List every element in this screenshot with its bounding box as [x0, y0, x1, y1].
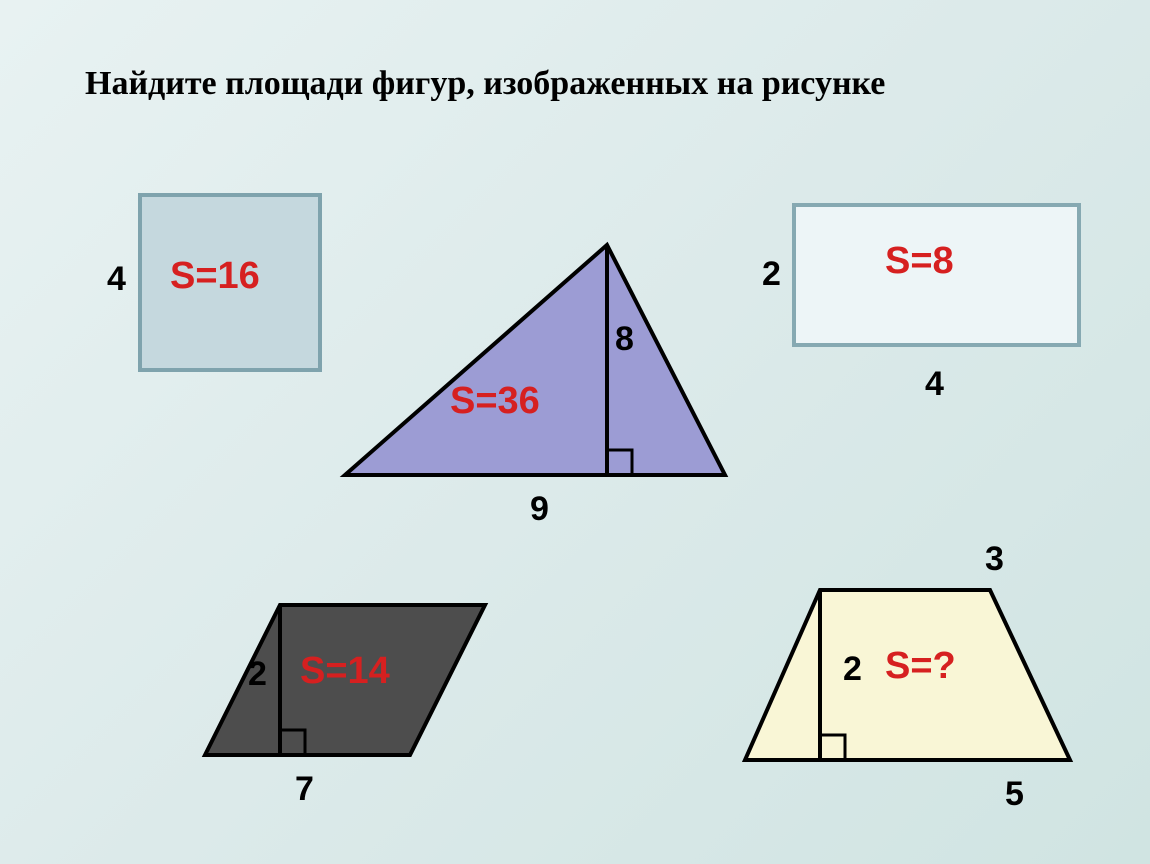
- trapezoid-shape: [0, 0, 1150, 864]
- trapezoid-height-label: 2: [843, 650, 862, 689]
- trapezoid-base-label: 5: [1005, 775, 1024, 814]
- trapezoid-top-label: 3: [985, 540, 1004, 579]
- trapezoid-area-label: S=?: [885, 645, 956, 688]
